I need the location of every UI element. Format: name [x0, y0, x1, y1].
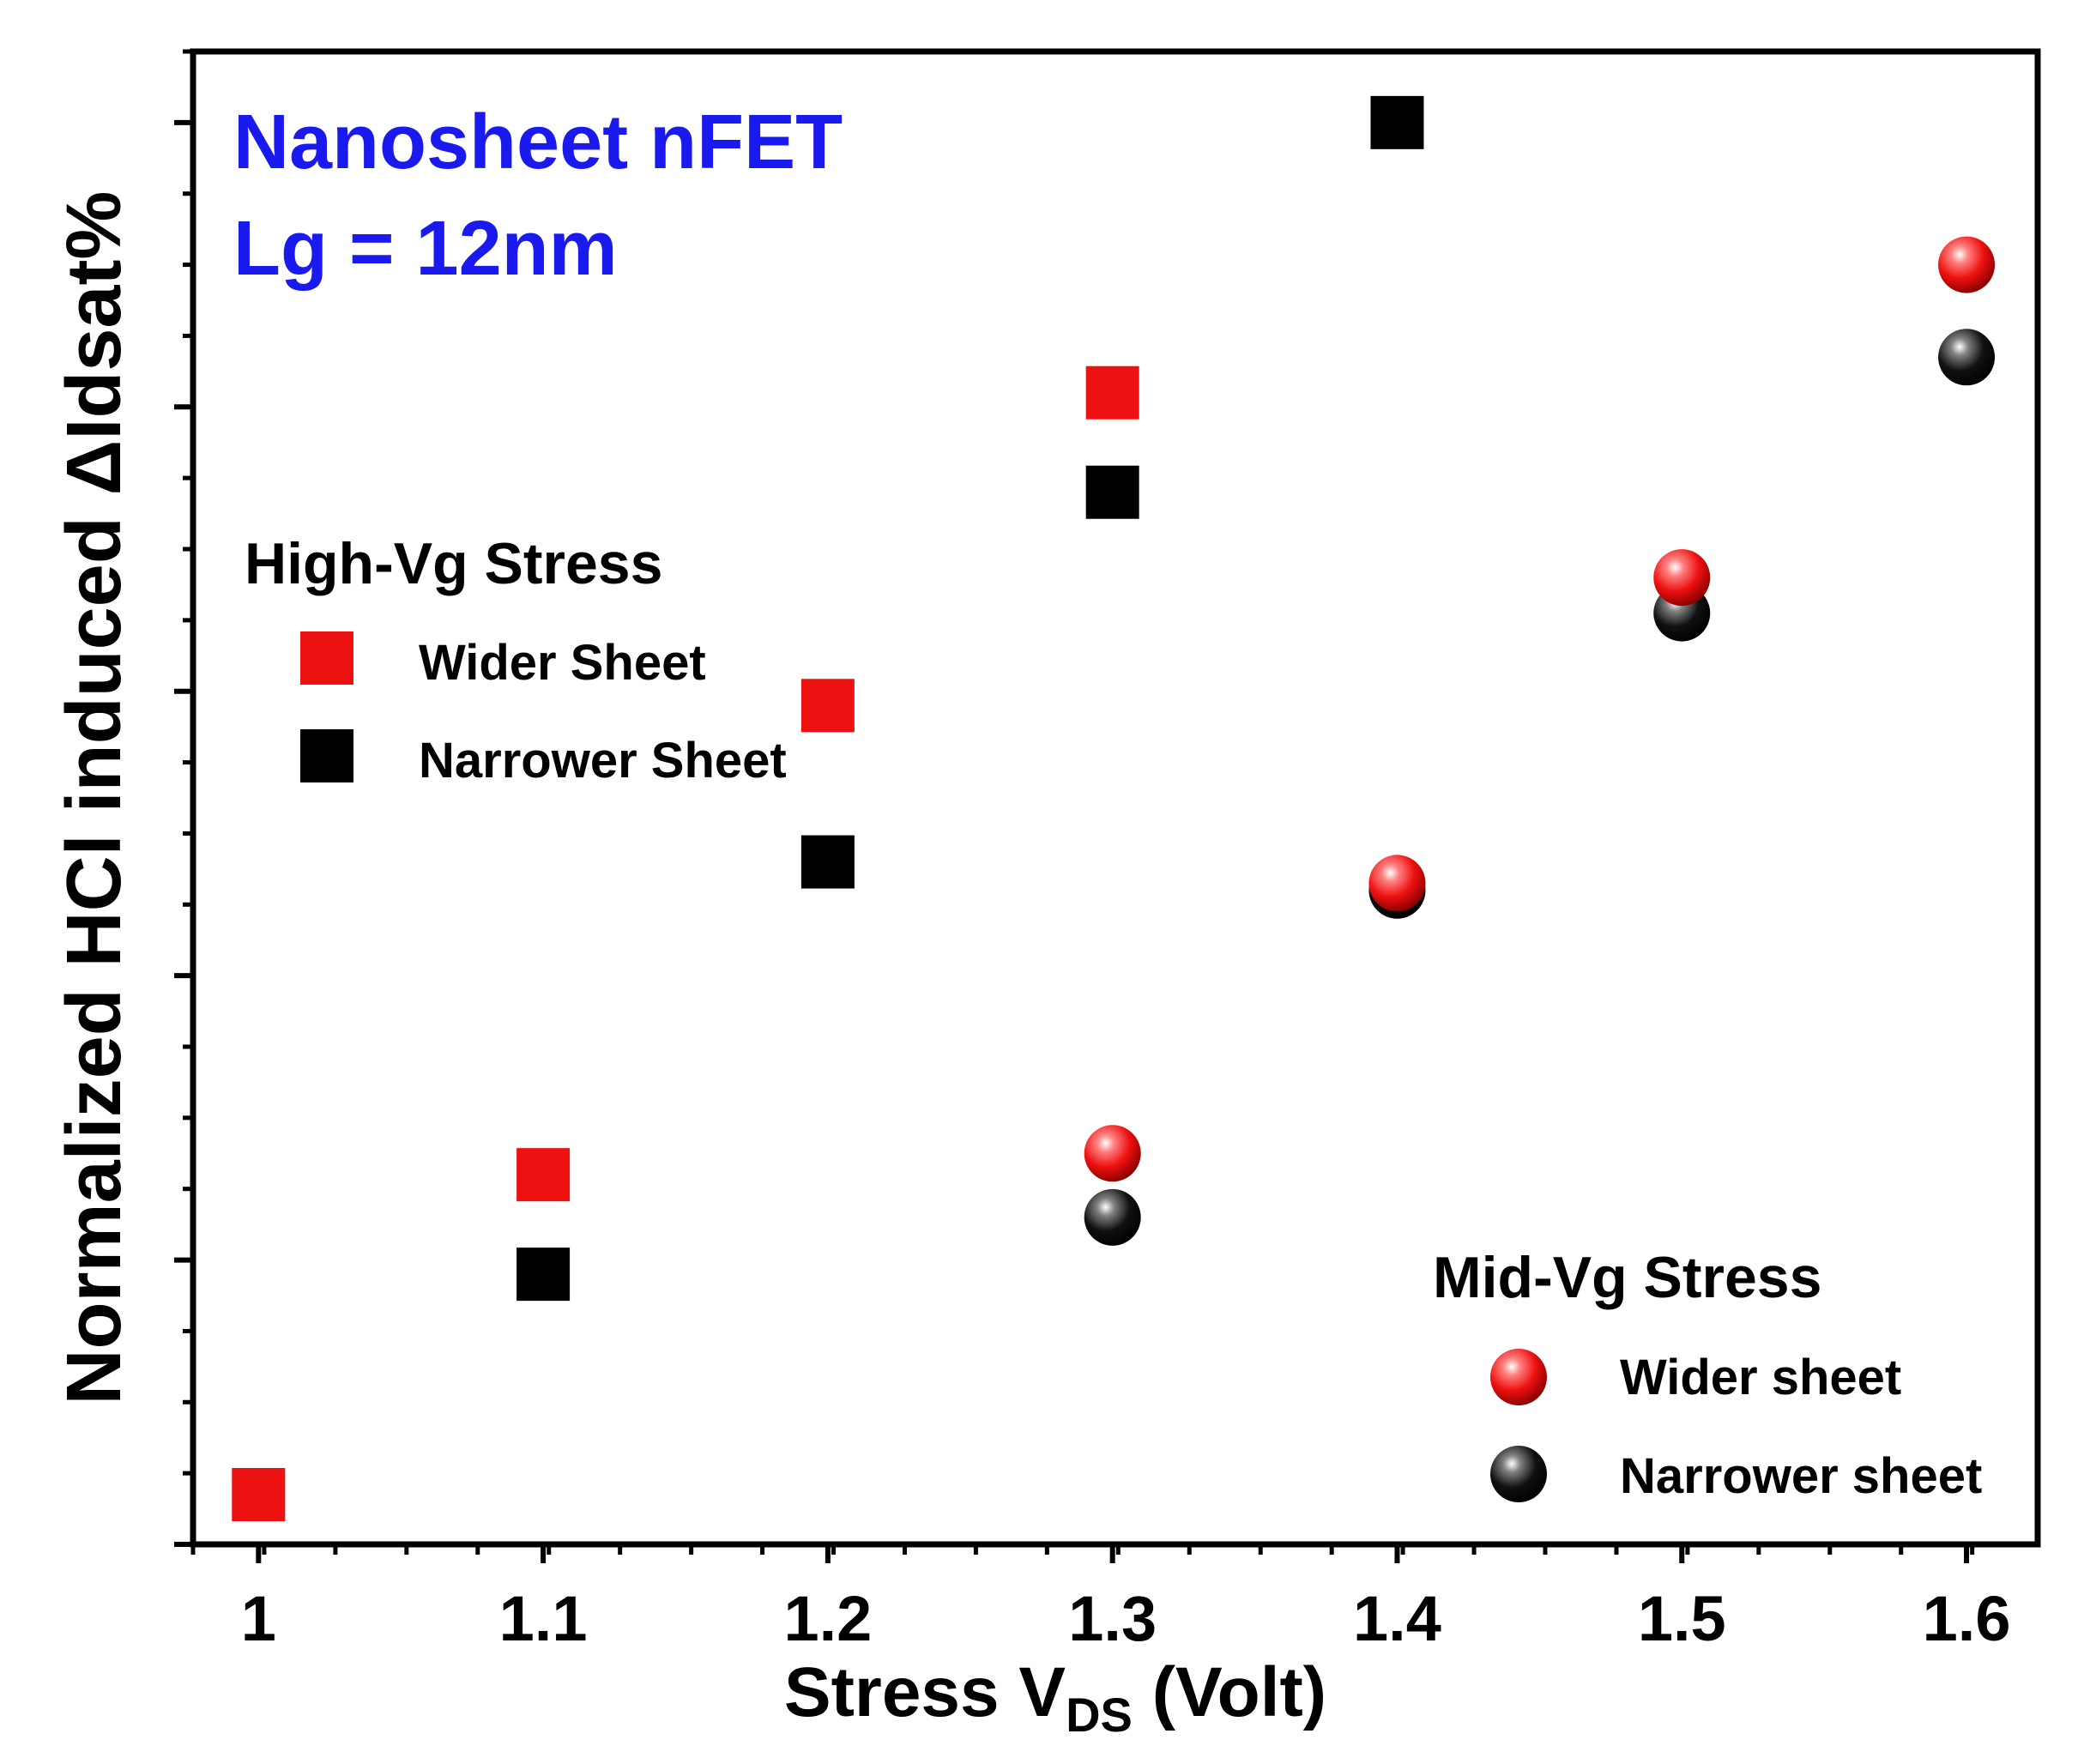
- legend-narrower-label: Narrower Sheet: [419, 733, 787, 788]
- legend-high-vg: High-Vg Stress Wider Sheet Narrower Shee…: [245, 531, 787, 788]
- point-narrower-sheet-sphere: [1938, 329, 1996, 386]
- legend-mid-vg: Mid-Vg Stress Wider sheet Narrower sheet: [1433, 1245, 1982, 1504]
- annotation-device: Nanosheet nFET: [233, 100, 843, 185]
- plot-frame: [190, 48, 2041, 1548]
- legend-narrower-sphere-marker: [1490, 1446, 1547, 1502]
- legend-wider-square-marker: [300, 631, 353, 685]
- x-tick-label: 1: [241, 1583, 276, 1654]
- point-wider-sheet-square: [232, 1468, 286, 1521]
- legend-high-vg-title: High-Vg Stress: [245, 531, 662, 596]
- legend-narrower-square-marker: [300, 729, 353, 782]
- legend-wider-sheet-label: Wider sheet: [1620, 1350, 1901, 1405]
- x-tick-label: 1.1: [499, 1583, 588, 1654]
- legend-wider-label: Wider Sheet: [419, 635, 706, 691]
- point-narrower-sheet-square: [516, 1247, 571, 1302]
- legend-wider-sphere-marker: [1490, 1349, 1547, 1405]
- annotation-gate-length: Lg = 12nm: [233, 206, 618, 292]
- x-axis-label: Stress VDS (Volt): [784, 1653, 1326, 1742]
- data-points: [232, 95, 1996, 1521]
- point-narrower-sheet-square: [1370, 95, 1424, 149]
- x-tick-label: 1.4: [1353, 1583, 1441, 1654]
- point-wider-sheet-sphere: [1653, 549, 1711, 607]
- point-narrower-sheet-sphere: [1084, 1188, 1141, 1246]
- point-wider-sheet-square: [516, 1148, 571, 1202]
- point-wider-sheet-sphere: [1084, 1125, 1141, 1182]
- point-wider-sheet-sphere: [1938, 236, 1996, 293]
- x-tick-label: 1.5: [1638, 1583, 1726, 1654]
- x-axis-label-main: Stress V: [784, 1653, 1066, 1731]
- x-axis-tick-labels: 1 1.1 1.2 1.3 1.4 1.5 1.6: [241, 1583, 2011, 1654]
- legend-mid-vg-title: Mid-Vg Stress: [1433, 1245, 1821, 1310]
- legend-narrower-sheet-label: Narrower sheet: [1620, 1448, 1982, 1504]
- point-narrower-sheet-square: [1085, 465, 1139, 519]
- x-tick-label: 1.3: [1068, 1583, 1157, 1654]
- y-axis-ticks: [174, 49, 193, 1547]
- point-wider-sheet-square: [1085, 365, 1139, 420]
- point-narrower-sheet-square: [800, 835, 855, 889]
- x-tick-label: 1.6: [1923, 1583, 2011, 1654]
- x-axis-label-unit: (Volt): [1133, 1653, 1326, 1731]
- y-axis-label: Normalized HCl induced ΔIdsat%: [51, 191, 137, 1405]
- x-tick-label: 1.2: [783, 1583, 872, 1654]
- point-wider-sheet-square: [800, 679, 855, 733]
- x-axis-label-subscript: DS: [1066, 1688, 1133, 1742]
- point-wider-sheet-sphere: [1368, 855, 1426, 912]
- x-axis-ticks: [190, 1544, 1975, 1563]
